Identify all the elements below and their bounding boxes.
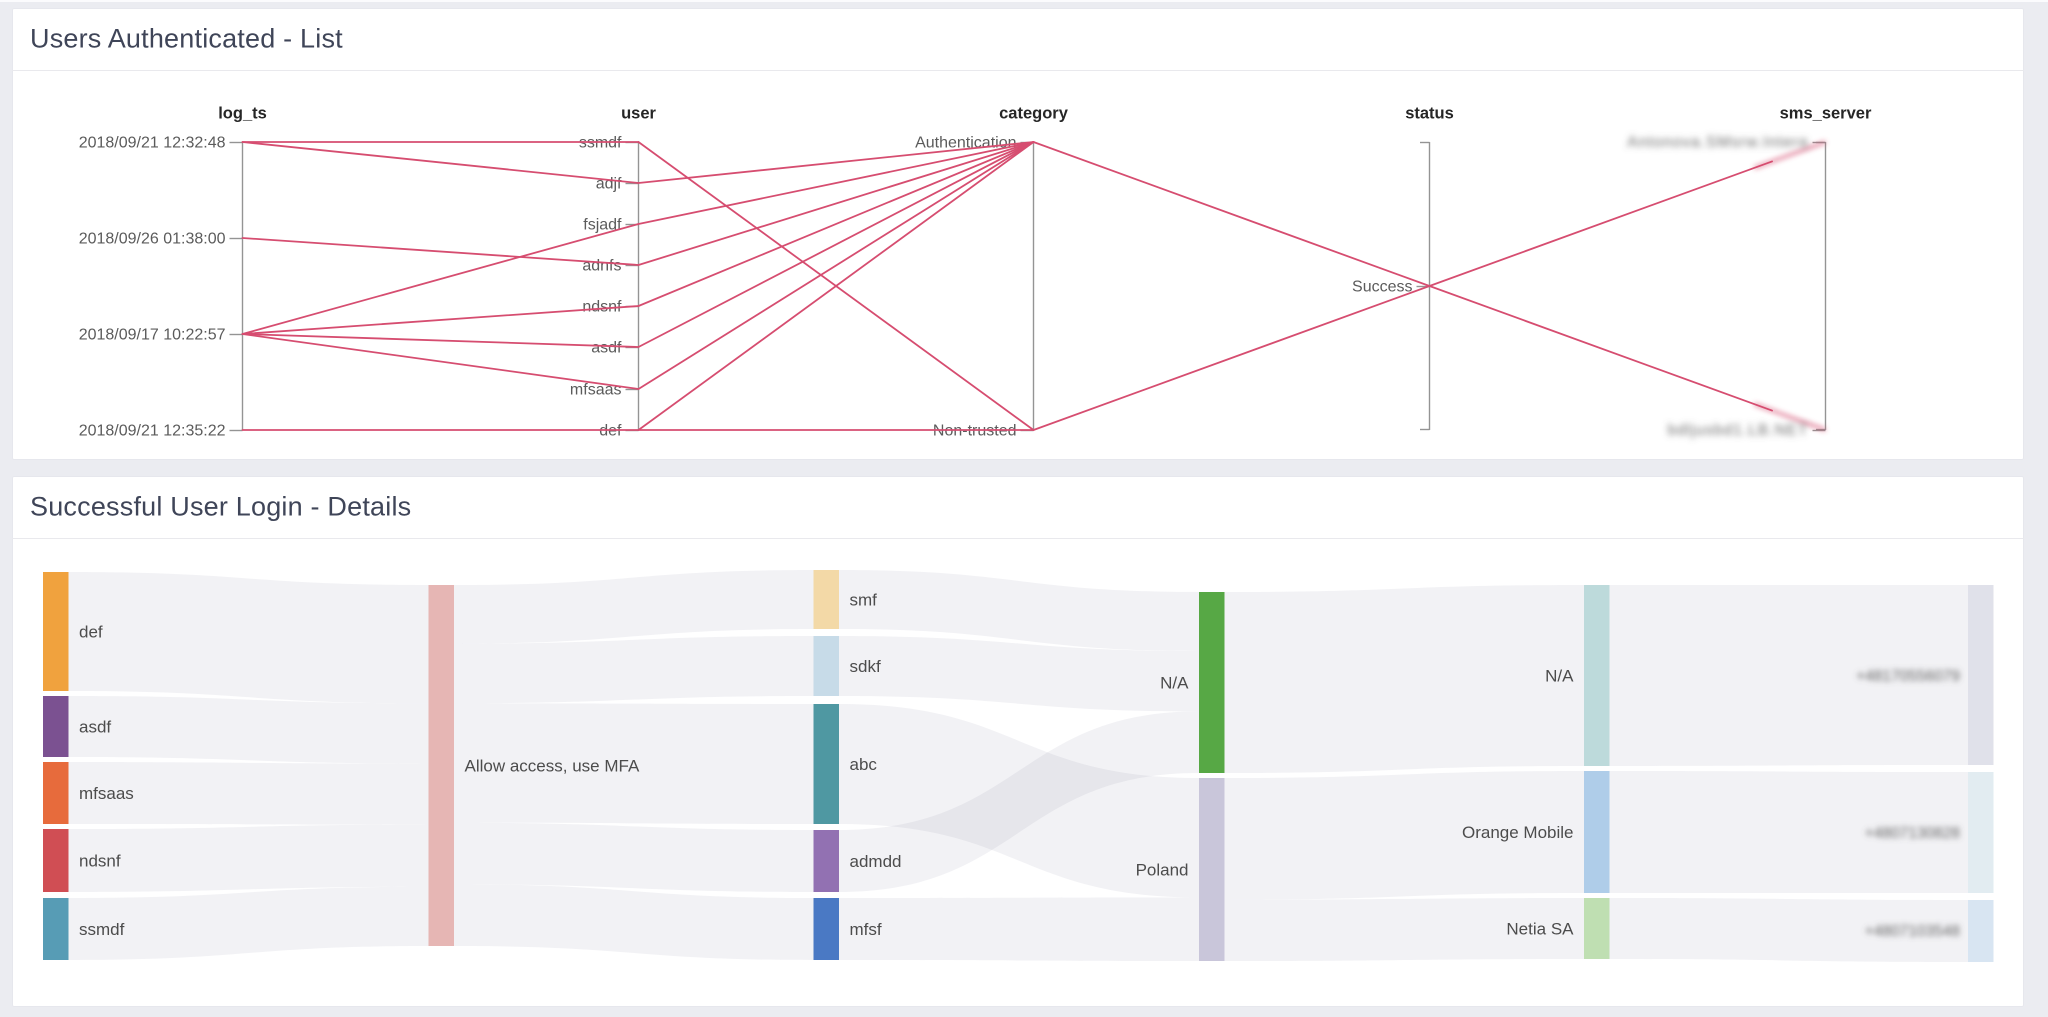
svg-text:smf: smf [850, 591, 878, 610]
svg-text:ndsnf: ndsnf [79, 852, 121, 871]
svg-text:fsjadf: fsjadf [583, 217, 622, 234]
svg-text:Poland: Poland [1136, 861, 1189, 880]
svg-text:sms_server: sms_server [1780, 105, 1872, 123]
svg-text:Allow access, use MFA: Allow access, use MFA [465, 757, 640, 776]
svg-text:adnfs: adnfs [582, 258, 621, 275]
svg-text:2018/09/26 01:38:00: 2018/09/26 01:38:00 [79, 231, 226, 248]
svg-text:mfsaas: mfsaas [570, 382, 622, 399]
svg-text:mfsaas: mfsaas [79, 784, 134, 803]
svg-text:Success: Success [1352, 279, 1412, 296]
svg-text:+4807130828: +4807130828 [1865, 825, 1960, 842]
svg-text:abc: abc [850, 755, 878, 774]
svg-text:2018/09/21 12:32:48: 2018/09/21 12:32:48 [79, 135, 226, 152]
svg-text:N/A: N/A [1160, 674, 1189, 693]
svg-text:def: def [79, 623, 103, 642]
svg-text:+4807103548: +4807103548 [1865, 923, 1960, 940]
svg-text:status: status [1405, 105, 1454, 123]
svg-text:log_ts: log_ts [218, 105, 267, 123]
svg-text:Non-trusted: Non-trusted [933, 423, 1017, 440]
svg-text:category: category [999, 105, 1069, 123]
svg-text:ssmdf: ssmdf [579, 135, 622, 152]
svg-text:asdf: asdf [79, 718, 111, 737]
svg-text:asdf: asdf [591, 340, 622, 357]
svg-text:N/A: N/A [1545, 667, 1574, 686]
svg-text:def: def [599, 423, 622, 440]
svg-text:+48170556079: +48170556079 [1856, 668, 1960, 685]
svg-text:bdljusbd1.LB.NET: bdljusbd1.LB.NET [1668, 422, 1809, 439]
svg-text:admdd: admdd [850, 852, 902, 871]
svg-text:mfsf: mfsf [850, 920, 882, 939]
svg-text:user: user [621, 105, 656, 123]
svg-text:Netia SA: Netia SA [1506, 920, 1574, 939]
svg-text:Orange Mobile: Orange Mobile [1462, 823, 1574, 842]
svg-text:ndsnf: ndsnf [582, 299, 622, 316]
svg-text:ssmdf: ssmdf [79, 920, 125, 939]
svg-text:adjf: adjf [596, 176, 622, 193]
svg-text:2018/09/21 12:35:22: 2018/09/21 12:35:22 [79, 423, 226, 440]
svg-text:2018/09/17 10:22:57: 2018/09/17 10:22:57 [79, 327, 226, 344]
svg-text:Antonova.SMsrw.Intera: Antonova.SMsrw.Intera [1627, 134, 1808, 151]
svg-text:sdkf: sdkf [850, 657, 881, 676]
